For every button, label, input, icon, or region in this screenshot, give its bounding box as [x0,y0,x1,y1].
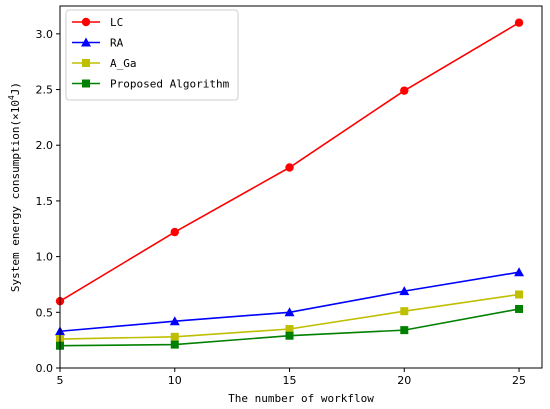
y-tick-label: 2.5 [36,84,54,97]
plot-frame [59,5,543,369]
data-point [399,286,410,296]
y-axis-label-exponent: 4 [7,95,16,100]
data-point [285,163,294,172]
y-axis-label-unit: J) [9,82,22,95]
data-point [400,86,409,95]
x-ticks: 5 10 15 20 25 [57,368,526,387]
x-tick-label: 5 [57,374,64,387]
y-tick-label: 2.0 [36,139,54,152]
x-tick-label: 15 [283,374,297,387]
data-point [285,325,294,334]
data-point [400,326,409,335]
legend-swatch-marker [81,37,91,47]
data-point [514,267,525,277]
y-axis-label: System energy consumption(×104J) [7,82,22,292]
legend-box [65,9,239,101]
y-tick-label: 1.0 [36,251,54,264]
series-layer [55,18,525,350]
data-point [170,332,179,341]
legend: LC RA A_Ga Proposed Algorithm [65,9,239,101]
y-axis-label-main: System energy consumption(×10 [9,100,22,292]
legend-swatch-marker [81,17,91,27]
legend-entry: RA [72,37,124,50]
series-0 [55,18,524,306]
data-point [169,316,180,326]
data-point [285,331,294,340]
legend-label: A_Ga [110,57,137,70]
legend-label: RA [110,37,124,50]
y-tick-label: 0.0 [36,362,54,375]
x-tick-label: 10 [168,374,182,387]
legend-label: LC [110,16,123,29]
legend-entry: A_Ga [72,57,137,70]
legend-swatch-marker [82,79,90,88]
legend-entry: Proposed Algorithm [72,78,230,91]
data-point [170,227,179,237]
y-tick-label: 3.0 [36,28,54,41]
data-point [515,304,524,313]
y-ticks: 0.0 0.5 1.0 1.5 2.0 2.5 3.0 [36,28,60,375]
x-axis-label: The number of workflow [228,392,374,405]
data-point [170,340,179,349]
x-tick-label: 20 [397,374,411,387]
data-point [284,307,295,317]
y-tick-label: 0.5 [36,306,54,319]
x-tick-label: 25 [512,374,526,387]
data-point [514,18,524,27]
data-point [515,290,524,299]
legend-label: Proposed Algorithm [110,78,230,91]
y-tick-label: 1.5 [36,195,54,208]
legend-swatch-marker [82,59,90,67]
legend-entry: LC [72,16,123,29]
data-point [400,307,409,316]
